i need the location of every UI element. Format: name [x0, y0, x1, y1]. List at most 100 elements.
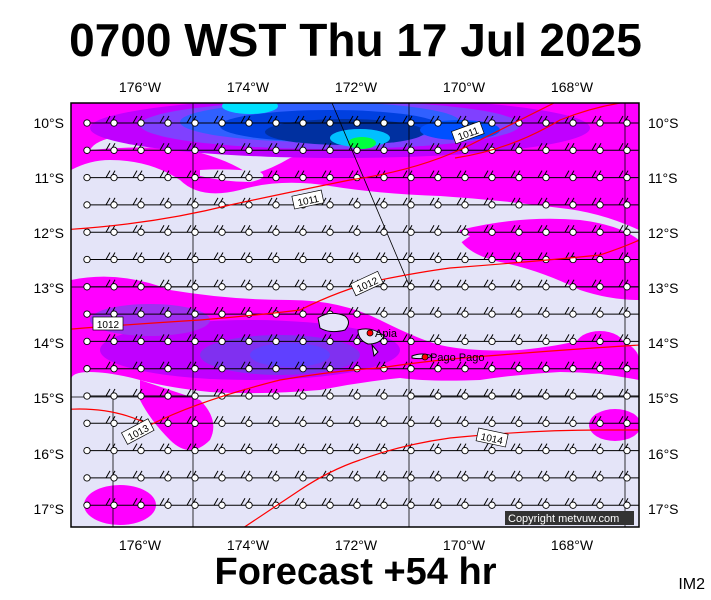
- wind-barb: [272, 252, 305, 264]
- wind-barb: [596, 279, 629, 291]
- wind-barb: [137, 443, 170, 455]
- copyright-text: Copyright metvuw.com: [508, 513, 619, 525]
- wind-barb: [191, 443, 224, 455]
- wind-barb: [218, 143, 251, 154]
- wind-barb: [407, 443, 440, 455]
- svg-text:1011: 1011: [297, 194, 321, 209]
- wind-barb: [623, 255, 639, 264]
- wind-barb: [353, 197, 386, 209]
- wind-barb: [164, 388, 197, 400]
- isobar-1011-east: [454, 103, 621, 159]
- isobar-labels: 1011 1011 1012 1012 1013 1014: [92, 120, 509, 448]
- wind-barb: [434, 279, 467, 291]
- wind-barb: [461, 361, 494, 373]
- wind-barb: [515, 361, 548, 373]
- wind-barb: [137, 388, 170, 400]
- wind-barb: [569, 388, 602, 400]
- lat-label-left: 12°S: [33, 225, 64, 241]
- svg-text:1014: 1014: [480, 432, 504, 447]
- wind-barb: [83, 470, 116, 482]
- wind-barb: [542, 388, 575, 400]
- svg-text:1012: 1012: [97, 320, 120, 331]
- wind-barb: [596, 497, 629, 509]
- lat-label-right: 14°S: [648, 335, 679, 351]
- wind-barb: [623, 337, 639, 346]
- lat-label-left: 15°S: [33, 390, 64, 406]
- isobar-1011-north: [71, 103, 556, 230]
- wind-barb: [515, 224, 548, 236]
- wind-barb: [461, 388, 494, 400]
- wind-barb: [110, 388, 143, 400]
- rain-central-indigo: [250, 343, 330, 367]
- wind-barb: [137, 306, 170, 318]
- wind-barb: [542, 224, 575, 236]
- wind-barb: [218, 252, 251, 264]
- lat-label-left: 14°S: [33, 335, 64, 351]
- wind-barb: [191, 170, 224, 182]
- rain-band-central-lobe: [140, 380, 214, 450]
- wind-barb: [515, 497, 548, 509]
- wind-barb: [380, 416, 413, 427]
- wind-barb: [353, 252, 386, 264]
- isobar-label-1012-a: 1012: [92, 316, 124, 331]
- wind-barb: [623, 419, 639, 427]
- lon-label-bottom: 176°W: [119, 537, 162, 553]
- wind-barb: [407, 143, 440, 154]
- wind-barb: [218, 443, 251, 455]
- wind-barb: [623, 392, 639, 400]
- wind-barb: [515, 279, 548, 291]
- rain-core-green: [348, 137, 376, 149]
- wind-barb: [542, 334, 575, 346]
- lon-label-top: 170°W: [443, 79, 486, 95]
- wind-barb: [407, 224, 440, 236]
- wind-barb: [137, 497, 170, 509]
- wind-barb: [542, 470, 575, 482]
- wind-barb: [191, 143, 224, 154]
- wind-barb: [299, 388, 332, 400]
- wind-barb: [245, 170, 278, 182]
- wind-barb: [407, 361, 440, 373]
- lat-label-right: 13°S: [648, 280, 679, 296]
- wind-barb: [137, 361, 170, 373]
- wind-barb: [299, 416, 332, 427]
- wind-barb: [326, 279, 359, 291]
- lat-label-right: 10°S: [648, 115, 679, 131]
- wind-barb: [623, 365, 639, 373]
- lat-label-right: 16°S: [648, 446, 679, 462]
- wind-barb: [326, 334, 359, 346]
- wind-barb: [326, 470, 359, 482]
- forecast-label: Forecast +54 hr: [214, 551, 497, 593]
- wind-barb: [164, 443, 197, 455]
- isobar-1014: [243, 429, 639, 527]
- wind-barb: [218, 470, 251, 482]
- wind-barb: [83, 170, 116, 182]
- wind-barb: [353, 115, 386, 127]
- wind-barb: [83, 361, 116, 373]
- lat-label-right: 15°S: [648, 390, 679, 406]
- wind-barb: [623, 146, 639, 154]
- wind-barb: [83, 443, 116, 455]
- lon-label-top: 172°W: [335, 79, 378, 95]
- wind-barb: [596, 306, 629, 318]
- wind-barb: [434, 443, 467, 455]
- lat-label-right: 11°S: [648, 170, 677, 186]
- wind-barb: [83, 197, 116, 209]
- place-markers: Apia Pago Pago: [366, 328, 484, 364]
- wind-barb: [218, 224, 251, 236]
- wind-barb: [488, 115, 521, 127]
- wind-barb: [623, 446, 639, 455]
- wind-barb: [623, 228, 639, 236]
- apia-label: Apia: [375, 328, 398, 340]
- savaii-island: [317, 312, 349, 333]
- wind-barb: [623, 173, 639, 182]
- wind-barb: [542, 143, 575, 154]
- pago-pago-marker: [421, 353, 429, 361]
- rain-band-east-blend: [100, 211, 470, 265]
- image-id-label: IM2: [678, 576, 705, 593]
- wind-barb: [461, 306, 494, 318]
- date-line: [331, 102, 410, 286]
- wind-barb: [299, 279, 332, 291]
- pago-pago-label: Pago Pago: [430, 352, 484, 364]
- axis-labels: 176°W 176°W 174°W 174°W 172°W 172°W 170°W 170°W…: [33, 79, 678, 553]
